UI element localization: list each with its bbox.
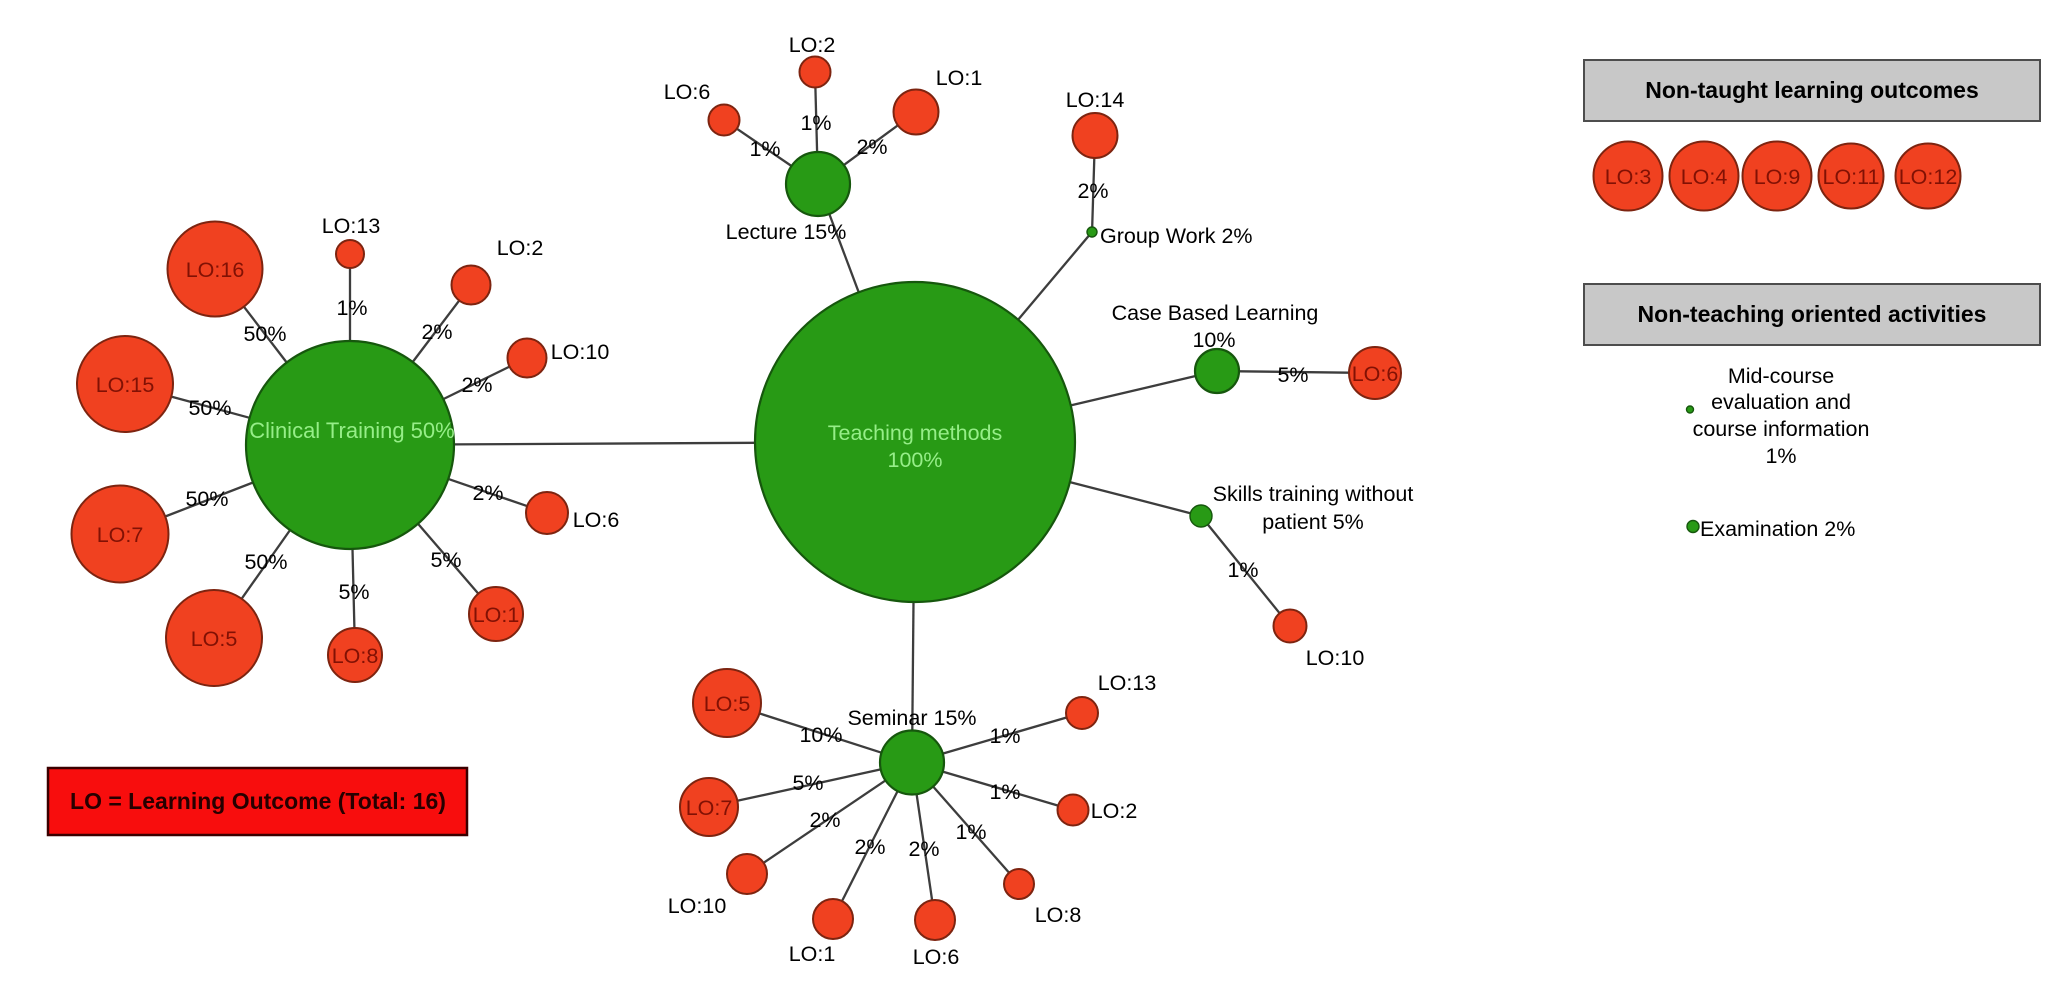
svg-text:LO:6: LO:6 (913, 945, 960, 969)
svg-text:LO:10: LO:10 (668, 894, 727, 918)
svg-text:patient 5%: patient 5% (1262, 510, 1364, 534)
svg-text:Clinical Training 50%: Clinical Training 50% (249, 418, 454, 443)
svg-text:5%: 5% (338, 580, 369, 604)
svg-text:50%: 50% (188, 396, 231, 420)
svg-text:2%: 2% (854, 835, 885, 859)
svg-text:2%: 2% (461, 373, 492, 397)
svg-text:LO:3: LO:3 (1605, 165, 1652, 189)
svg-text:LO:1: LO:1 (936, 66, 983, 90)
svg-text:LO:9: LO:9 (1754, 165, 1801, 189)
svg-text:LO:1: LO:1 (473, 603, 520, 627)
svg-text:LO:16: LO:16 (186, 258, 245, 282)
svg-text:LO:7: LO:7 (97, 523, 144, 547)
svg-text:Skills training without: Skills training without (1213, 482, 1414, 506)
svg-text:2%: 2% (809, 808, 840, 832)
svg-text:LO:6: LO:6 (1352, 362, 1399, 386)
svg-text:LO:14: LO:14 (1066, 88, 1125, 112)
svg-text:5%: 5% (1277, 363, 1308, 387)
svg-text:LO:6: LO:6 (573, 508, 620, 532)
svg-text:1%: 1% (800, 111, 831, 135)
svg-text:1%: 1% (336, 296, 367, 320)
svg-text:50%: 50% (185, 487, 228, 511)
svg-text:LO:8: LO:8 (332, 644, 379, 668)
svg-text:2%: 2% (856, 135, 887, 159)
svg-text:Non-teaching oriented activiti: Non-teaching oriented activities (1638, 301, 1987, 327)
svg-text:LO:8: LO:8 (1035, 903, 1082, 927)
svg-text:LO:5: LO:5 (704, 692, 751, 716)
svg-text:Examination 2%: Examination 2% (1700, 517, 1855, 541)
svg-text:LO:7: LO:7 (686, 796, 733, 820)
svg-text:LO:13: LO:13 (1098, 671, 1157, 695)
svg-text:2%: 2% (1077, 179, 1108, 203)
svg-text:Seminar 15%: Seminar 15% (847, 706, 976, 730)
svg-text:1%: 1% (1227, 558, 1258, 582)
svg-text:2%: 2% (908, 837, 939, 861)
svg-text:LO:6: LO:6 (664, 80, 711, 104)
svg-text:1%: 1% (989, 780, 1020, 804)
svg-text:1%: 1% (989, 724, 1020, 748)
svg-text:Case Based Learning: Case Based Learning (1112, 301, 1319, 325)
svg-text:2%: 2% (421, 320, 452, 344)
svg-text:10%: 10% (799, 723, 842, 747)
svg-text:Non-taught learning outcomes: Non-taught learning outcomes (1645, 77, 1979, 103)
svg-text:100%: 100% (888, 448, 943, 472)
svg-text:LO:2: LO:2 (789, 33, 836, 57)
svg-text:LO:11: LO:11 (1823, 165, 1880, 189)
svg-text:2%: 2% (472, 481, 503, 505)
svg-text:LO:10: LO:10 (551, 340, 610, 364)
svg-text:50%: 50% (243, 322, 286, 346)
svg-text:10%: 10% (1192, 328, 1235, 352)
svg-text:LO:2: LO:2 (497, 236, 544, 260)
svg-text:50%: 50% (244, 550, 287, 574)
svg-text:LO:12: LO:12 (1899, 165, 1958, 189)
svg-text:course information: course information (1693, 417, 1870, 441)
svg-text:1%: 1% (749, 137, 780, 161)
svg-text:LO:1: LO:1 (789, 942, 836, 966)
svg-text:1%: 1% (955, 820, 986, 844)
svg-text:5%: 5% (430, 548, 461, 572)
svg-text:1%: 1% (1765, 444, 1796, 468)
svg-text:LO:5: LO:5 (191, 627, 238, 651)
svg-text:Mid-course: Mid-course (1728, 364, 1834, 388)
svg-text:LO:13: LO:13 (322, 214, 381, 238)
svg-text:5%: 5% (792, 771, 823, 795)
svg-text:LO:10: LO:10 (1306, 646, 1365, 670)
svg-text:LO:4: LO:4 (1681, 165, 1728, 189)
svg-text:Group Work 2%: Group Work 2% (1100, 224, 1253, 248)
svg-text:evaluation and: evaluation and (1711, 390, 1851, 414)
svg-text:LO:15: LO:15 (96, 373, 155, 397)
svg-text:LO = Learning Outcome (Total:: LO = Learning Outcome (Total: 16) (70, 788, 446, 814)
svg-text:Lecture 15%: Lecture 15% (726, 220, 847, 244)
svg-text:LO:2: LO:2 (1091, 799, 1138, 823)
svg-text:Teaching methods: Teaching methods (828, 421, 1003, 445)
